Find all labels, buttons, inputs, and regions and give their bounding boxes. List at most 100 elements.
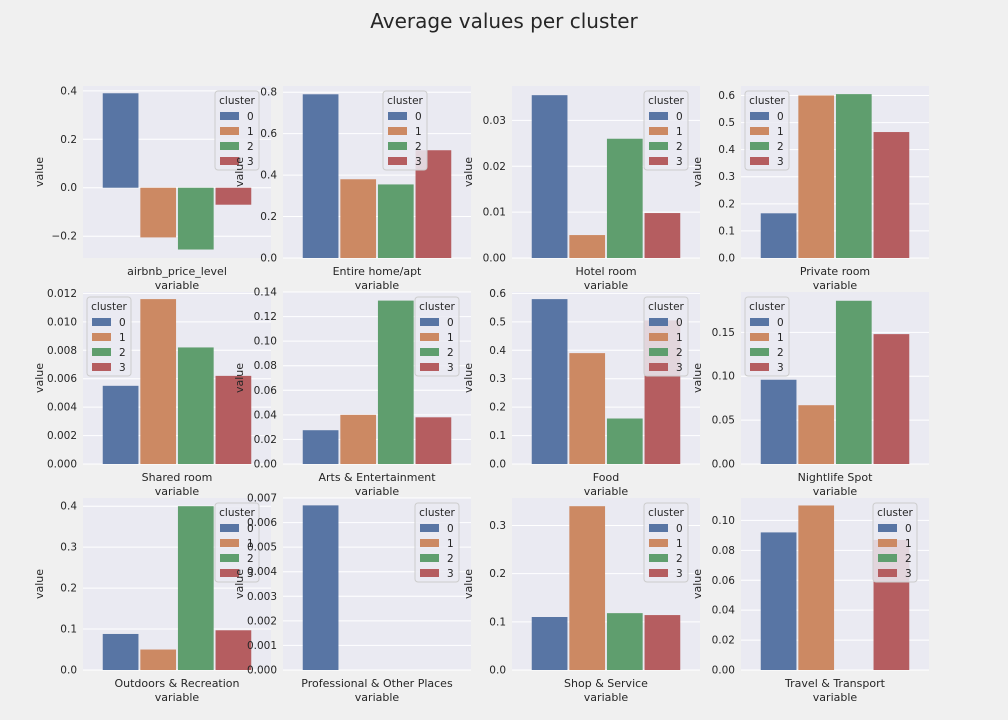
y-tick-label: 0.001 xyxy=(247,640,277,652)
y-tick-label: 0.1 xyxy=(718,225,735,237)
y-tick-label: 0.4 xyxy=(60,85,77,97)
bar-cluster-2 xyxy=(177,506,214,670)
legend: cluster 0 1 2 3 xyxy=(382,90,428,171)
bar-cluster-2 xyxy=(835,94,872,259)
x-tick-label: airbnb_price_level xyxy=(127,265,227,278)
y-tick-label: 0.3 xyxy=(60,542,77,554)
bar-cluster-0 xyxy=(531,95,568,258)
bar-cluster-1 xyxy=(798,95,835,258)
x-axis-label: variable xyxy=(155,279,200,292)
y-axis-label: value xyxy=(462,363,475,393)
bar-cluster-1 xyxy=(140,299,177,464)
y-tick-label: 0.5 xyxy=(489,316,506,328)
legend-label: 1 xyxy=(777,126,784,138)
legend-label: 2 xyxy=(415,141,422,153)
legend-swatch-0 xyxy=(420,318,439,326)
legend-label: 2 xyxy=(777,347,784,359)
legend: cluster 0 1 2 3 xyxy=(643,502,689,583)
y-tick-label: 0.012 xyxy=(47,288,77,300)
legend-swatch-3 xyxy=(420,569,439,577)
y-tick-label: −0.2 xyxy=(52,231,78,243)
legend: cluster 0 1 2 3 xyxy=(214,90,260,171)
y-axis-label: value xyxy=(233,157,246,187)
bar-cluster-1 xyxy=(140,187,177,238)
legend-title: cluster xyxy=(419,507,455,519)
legend-swatch-3 xyxy=(649,363,668,371)
legend-swatch-2 xyxy=(388,142,407,150)
y-tick-label: 0.03 xyxy=(483,115,506,127)
legend-label: 3 xyxy=(247,156,254,168)
x-axis-label: variable xyxy=(584,691,629,704)
y-tick-label: 0.10 xyxy=(712,371,735,383)
x-tick-label: Shared room xyxy=(142,471,213,484)
y-tick-label: 0.000 xyxy=(247,665,277,677)
legend-label: 3 xyxy=(676,568,683,580)
legend-title: cluster xyxy=(648,301,684,313)
x-tick-label: Outdoors & Recreation xyxy=(114,677,239,690)
legend: cluster 0 1 2 3 xyxy=(414,502,460,583)
y-tick-label: 0.3 xyxy=(489,520,506,532)
y-axis-label: value xyxy=(33,363,46,393)
legend-title: cluster xyxy=(219,95,255,107)
y-tick-label: 0.6 xyxy=(489,288,506,300)
legend-label: 3 xyxy=(247,568,254,580)
legend-label: 0 xyxy=(905,523,912,535)
legend-label: 3 xyxy=(676,156,683,168)
bar-cluster-1 xyxy=(569,235,606,258)
bar-cluster-3 xyxy=(644,213,681,258)
legend-swatch-1 xyxy=(388,127,407,135)
legend-title: cluster xyxy=(648,95,684,107)
y-tick-label: 0.1 xyxy=(489,616,506,628)
legend-label: 1 xyxy=(905,538,912,550)
legend-label: 2 xyxy=(676,141,683,153)
legend-swatch-0 xyxy=(649,112,668,120)
x-axis-label: variable xyxy=(355,691,400,704)
legend-label: 2 xyxy=(777,141,784,153)
legend-swatch-1 xyxy=(420,539,439,547)
legend-label: 2 xyxy=(676,553,683,565)
y-tick-label: 0.006 xyxy=(47,373,77,385)
y-tick-label: 0.15 xyxy=(712,327,735,339)
y-tick-label: 0.005 xyxy=(247,542,277,554)
bar-cluster-2 xyxy=(177,187,214,250)
y-tick-label: 0.002 xyxy=(47,430,77,442)
bar-cluster-1 xyxy=(140,649,177,670)
legend-swatch-1 xyxy=(649,539,668,547)
legend-swatch-2 xyxy=(649,554,668,562)
y-tick-label: 0.00 xyxy=(483,253,506,265)
legend-label: 0 xyxy=(247,111,254,123)
y-tick-label: 0.3 xyxy=(718,171,735,183)
y-tick-label: 0.3 xyxy=(489,373,506,385)
y-tick-label: 0.6 xyxy=(260,128,277,140)
x-tick-label: Professional & Other Places xyxy=(301,677,453,690)
y-axis-label: value xyxy=(691,363,704,393)
x-axis-label: variable xyxy=(155,691,200,704)
x-tick-label: Nightlife Spot xyxy=(798,471,873,484)
bar-cluster-2 xyxy=(177,347,214,464)
legend-swatch-3 xyxy=(750,157,769,165)
y-tick-label: 0.2 xyxy=(489,402,506,414)
legend-label: 1 xyxy=(119,332,126,344)
legend-swatch-2 xyxy=(420,554,439,562)
legend-swatch-1 xyxy=(878,539,897,547)
legend-swatch-2 xyxy=(649,348,668,356)
legend-label: 0 xyxy=(676,111,683,123)
bar-cluster-2 xyxy=(606,613,643,670)
legend-label: 0 xyxy=(447,523,454,535)
legend-label: 3 xyxy=(905,568,912,580)
legend-swatch-2 xyxy=(220,142,239,150)
bar-cluster-1 xyxy=(340,179,377,258)
y-tick-label: 0.05 xyxy=(712,415,735,427)
legend-label: 1 xyxy=(447,332,454,344)
legend-swatch-2 xyxy=(649,142,668,150)
legend-label: 1 xyxy=(676,126,683,138)
x-axis-label: variable xyxy=(813,279,858,292)
y-tick-label: 0.4 xyxy=(60,501,77,513)
legend-swatch-0 xyxy=(220,524,239,532)
legend: cluster 0 1 2 3 xyxy=(872,502,918,583)
legend-swatch-3 xyxy=(649,569,668,577)
